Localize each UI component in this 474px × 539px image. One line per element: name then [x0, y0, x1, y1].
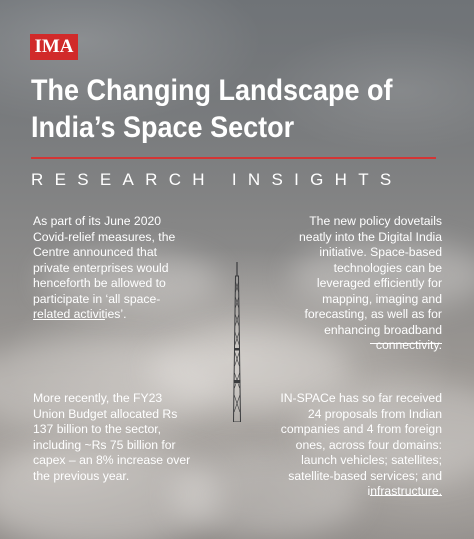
cloud-layer — [170, 450, 360, 539]
page-title-line: The Changing Landscape of — [31, 74, 393, 107]
insight-block-digital-india: The new policy dovetails neatly into the… — [285, 214, 442, 354]
cloud-layer — [150, 330, 350, 410]
insight-text: As part of its June 2020 Covid-relief me… — [33, 214, 176, 321]
antenna-tower-image — [232, 262, 242, 422]
cloud-layer — [300, 380, 474, 480]
insight-block-in-space-proposals: IN-SPACe has so far received 24 proposal… — [272, 391, 442, 500]
insight-divider — [370, 495, 442, 496]
page-title-line: India’s Space Sector — [31, 111, 295, 144]
section-subtitle: RESEARCH INSIGHTS — [31, 170, 403, 189]
insight-block-union-budget: More recently, the FY23 Union Budget all… — [33, 391, 193, 484]
cloud-layer — [290, 240, 474, 310]
insight-text: More recently, the FY23 Union Budget all… — [33, 391, 191, 483]
insight-text: The new policy dovetails neatly into the… — [299, 214, 442, 352]
insight-divider — [33, 319, 105, 320]
cloud-layer — [40, 250, 220, 310]
cloud-layer — [0, 440, 220, 539]
ima-logo: IMA — [30, 34, 78, 60]
page-title: The Changing Landscape of India’s Space … — [31, 72, 409, 146]
insight-block-covid-relief: As part of its June 2020 Covid-relief me… — [33, 214, 193, 323]
insight-divider — [370, 343, 442, 344]
title-divider — [31, 157, 436, 159]
insight-text: IN-SPACe has so far received 24 proposal… — [280, 391, 442, 498]
cloud-layer — [0, 340, 220, 430]
